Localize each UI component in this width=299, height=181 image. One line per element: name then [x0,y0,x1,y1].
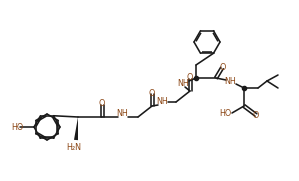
Text: O: O [220,62,226,71]
Text: NH: NH [177,79,189,89]
Text: NH: NH [224,77,236,87]
Polygon shape [74,117,78,140]
Text: O: O [187,73,193,83]
Text: HO: HO [11,123,23,132]
Text: O: O [99,100,105,108]
Text: NH: NH [156,98,168,106]
Text: NH: NH [116,108,128,117]
Text: H₂N: H₂N [66,144,82,153]
Text: O: O [149,89,155,98]
Text: O: O [253,111,259,121]
Text: HO: HO [219,108,231,117]
